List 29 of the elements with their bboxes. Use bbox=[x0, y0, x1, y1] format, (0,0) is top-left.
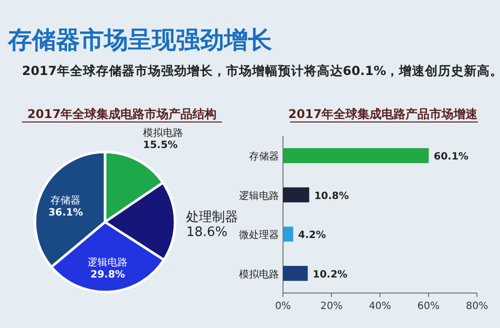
y-tick-label: 模拟电路 bbox=[239, 268, 279, 280]
slice-label: 模拟电路 bbox=[142, 127, 183, 140]
bar bbox=[283, 266, 308, 281]
x-tick-label: 40% bbox=[368, 301, 392, 312]
slice-label: 逻辑电路 bbox=[88, 256, 128, 268]
bar bbox=[283, 226, 294, 242]
y-tick-label: 微处理器 bbox=[239, 229, 279, 242]
data-label: 4.2% bbox=[298, 230, 326, 242]
data-label: 60.1% bbox=[434, 152, 468, 163]
x-tick-label: 60% bbox=[417, 301, 440, 312]
data-label: 36.1% bbox=[48, 208, 84, 219]
slice-label: 存储器 bbox=[50, 194, 81, 207]
x-tick-label: 80% bbox=[466, 301, 488, 312]
text: 2017年全球存储器市场强劲增长，市场增幅预计将高达60.1%，增速创历史新高。 bbox=[22, 63, 500, 78]
chart-title: 2017年全球集成电路产品市场增速 bbox=[288, 107, 479, 121]
y-tick-label: 存储器 bbox=[249, 150, 279, 163]
data-label: 10.8% bbox=[314, 190, 349, 202]
x-tick-label: 0% bbox=[275, 301, 291, 312]
bar bbox=[283, 187, 310, 202]
chart-title: 2017年全球集成电路市场产品结构 bbox=[27, 107, 217, 121]
data-label: 10.2% bbox=[312, 269, 348, 280]
slice-label: 处理制器 bbox=[186, 210, 238, 225]
bar bbox=[283, 148, 429, 164]
x-tick-label: 20% bbox=[320, 301, 343, 312]
data-label: 15.5% bbox=[142, 140, 178, 152]
data-label: 18.6% bbox=[186, 224, 228, 240]
y-tick-label: 逻辑电路 bbox=[239, 190, 279, 202]
text: 存储器市场呈现强劲增长 bbox=[7, 26, 272, 54]
data-label: 29.8% bbox=[90, 269, 126, 280]
